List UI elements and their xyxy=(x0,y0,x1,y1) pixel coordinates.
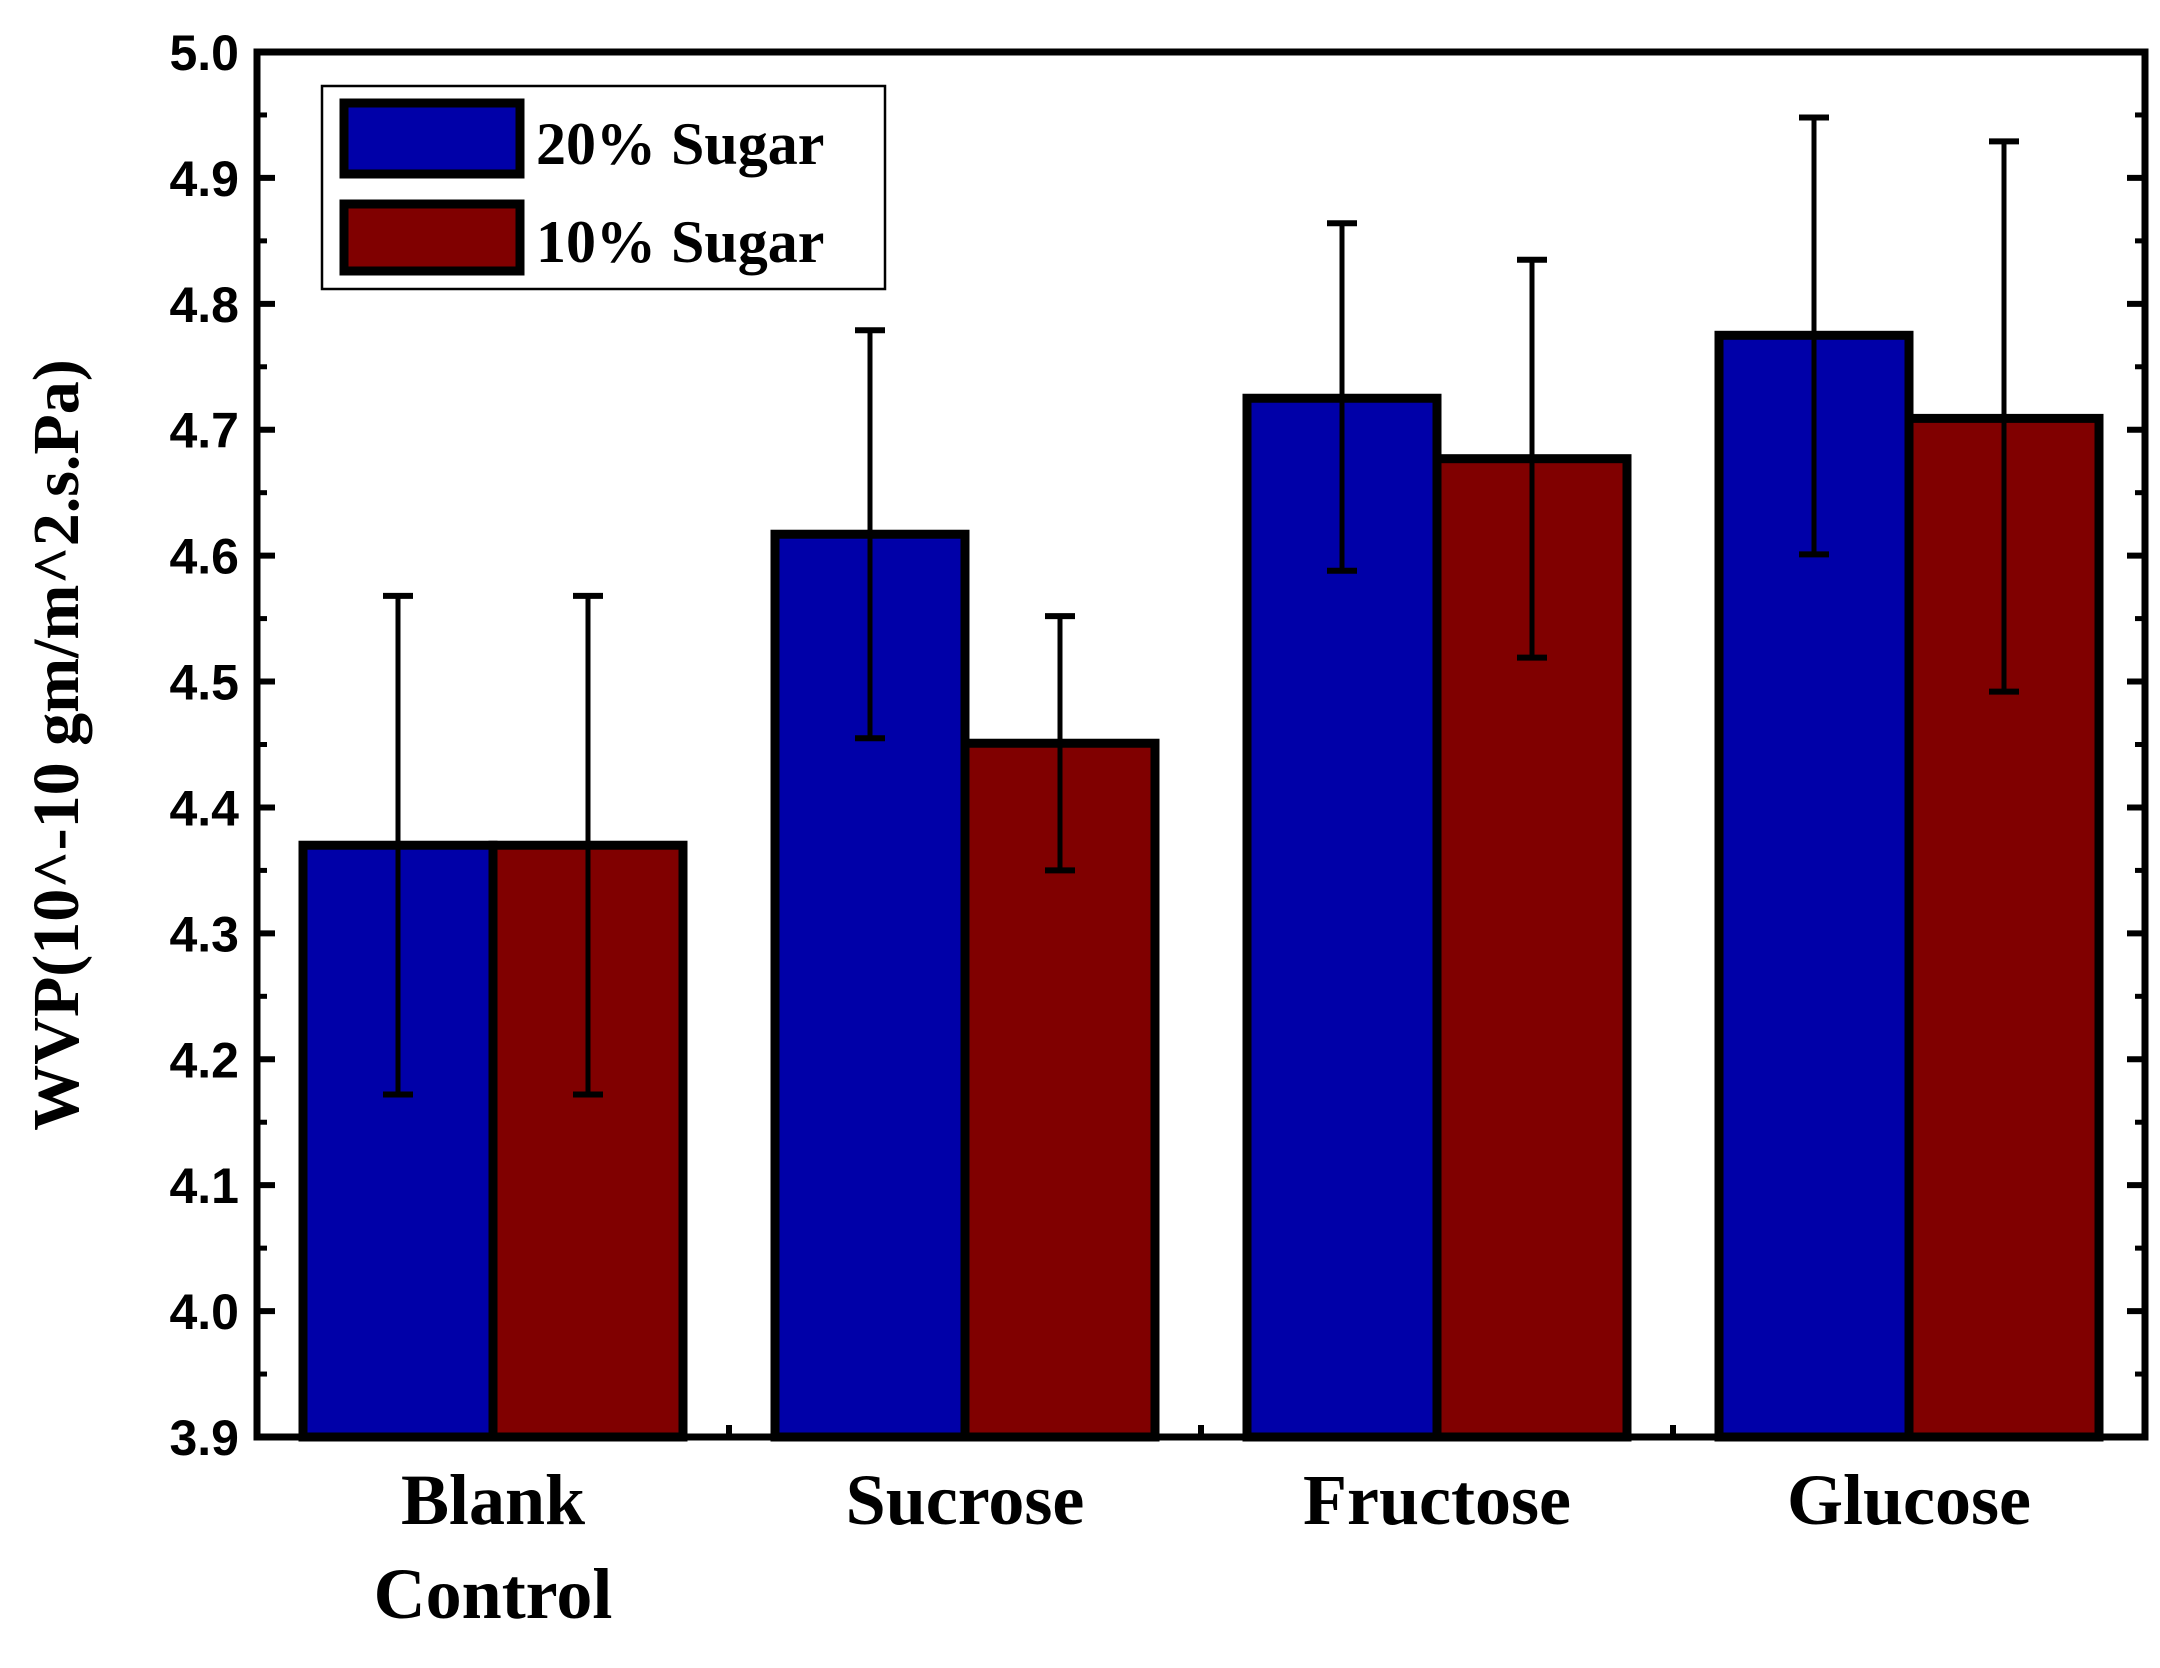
legend-label-10-percent-sugar: 10% Sugar xyxy=(536,209,824,275)
legend-swatch-20-percent-sugar xyxy=(339,98,525,179)
y-tick-label: 4.8 xyxy=(169,277,239,333)
x-axis-category-labels: Blank Control Sucrose Fructose Glucose xyxy=(374,1460,2031,1634)
x-category-label: Glucose xyxy=(1787,1460,2031,1540)
y-tick-label: 4.7 xyxy=(169,403,239,459)
y-tick-label: 3.9 xyxy=(169,1410,239,1466)
error-bars-layer xyxy=(383,114,2019,1098)
y-tick-label: 4.0 xyxy=(169,1284,239,1340)
y-tick-label: 4.6 xyxy=(169,529,239,585)
x-category-label: Control xyxy=(374,1554,613,1634)
legend-swatch-10-percent-sugar xyxy=(339,199,525,276)
y-tick-label: 4.5 xyxy=(169,655,239,711)
bar-10pct-1 xyxy=(960,738,1160,1442)
y-tick-label: 4.9 xyxy=(169,151,239,207)
y-tick-label: 4.4 xyxy=(169,780,239,836)
y-tick-label: 5.0 xyxy=(169,25,239,81)
bars-layer xyxy=(298,330,2104,1442)
y-axis-ticks: 3.9 4.0 4.1 4.2 4.3 4.4 4.5 4.6 4.7 4.8 4.9 5.0 xyxy=(169,25,2145,1466)
x-category-label: Fructose xyxy=(1303,1460,1571,1540)
y-tick-label: 4.3 xyxy=(169,906,239,962)
legend-label-20-percent-sugar: 20% Sugar xyxy=(536,111,824,177)
y-tick-label: 4.2 xyxy=(169,1032,239,1088)
y-axis-title: WVP(10^-10 gm/m^2.s.Pa) xyxy=(20,359,93,1130)
y-tick-label: 4.1 xyxy=(169,1158,239,1214)
legend: 20% Sugar 10% Sugar xyxy=(320,84,887,291)
x-category-label: Sucrose xyxy=(846,1460,1085,1540)
x-category-label: Blank xyxy=(401,1460,585,1540)
x-axis-ticks xyxy=(726,1425,1676,1437)
